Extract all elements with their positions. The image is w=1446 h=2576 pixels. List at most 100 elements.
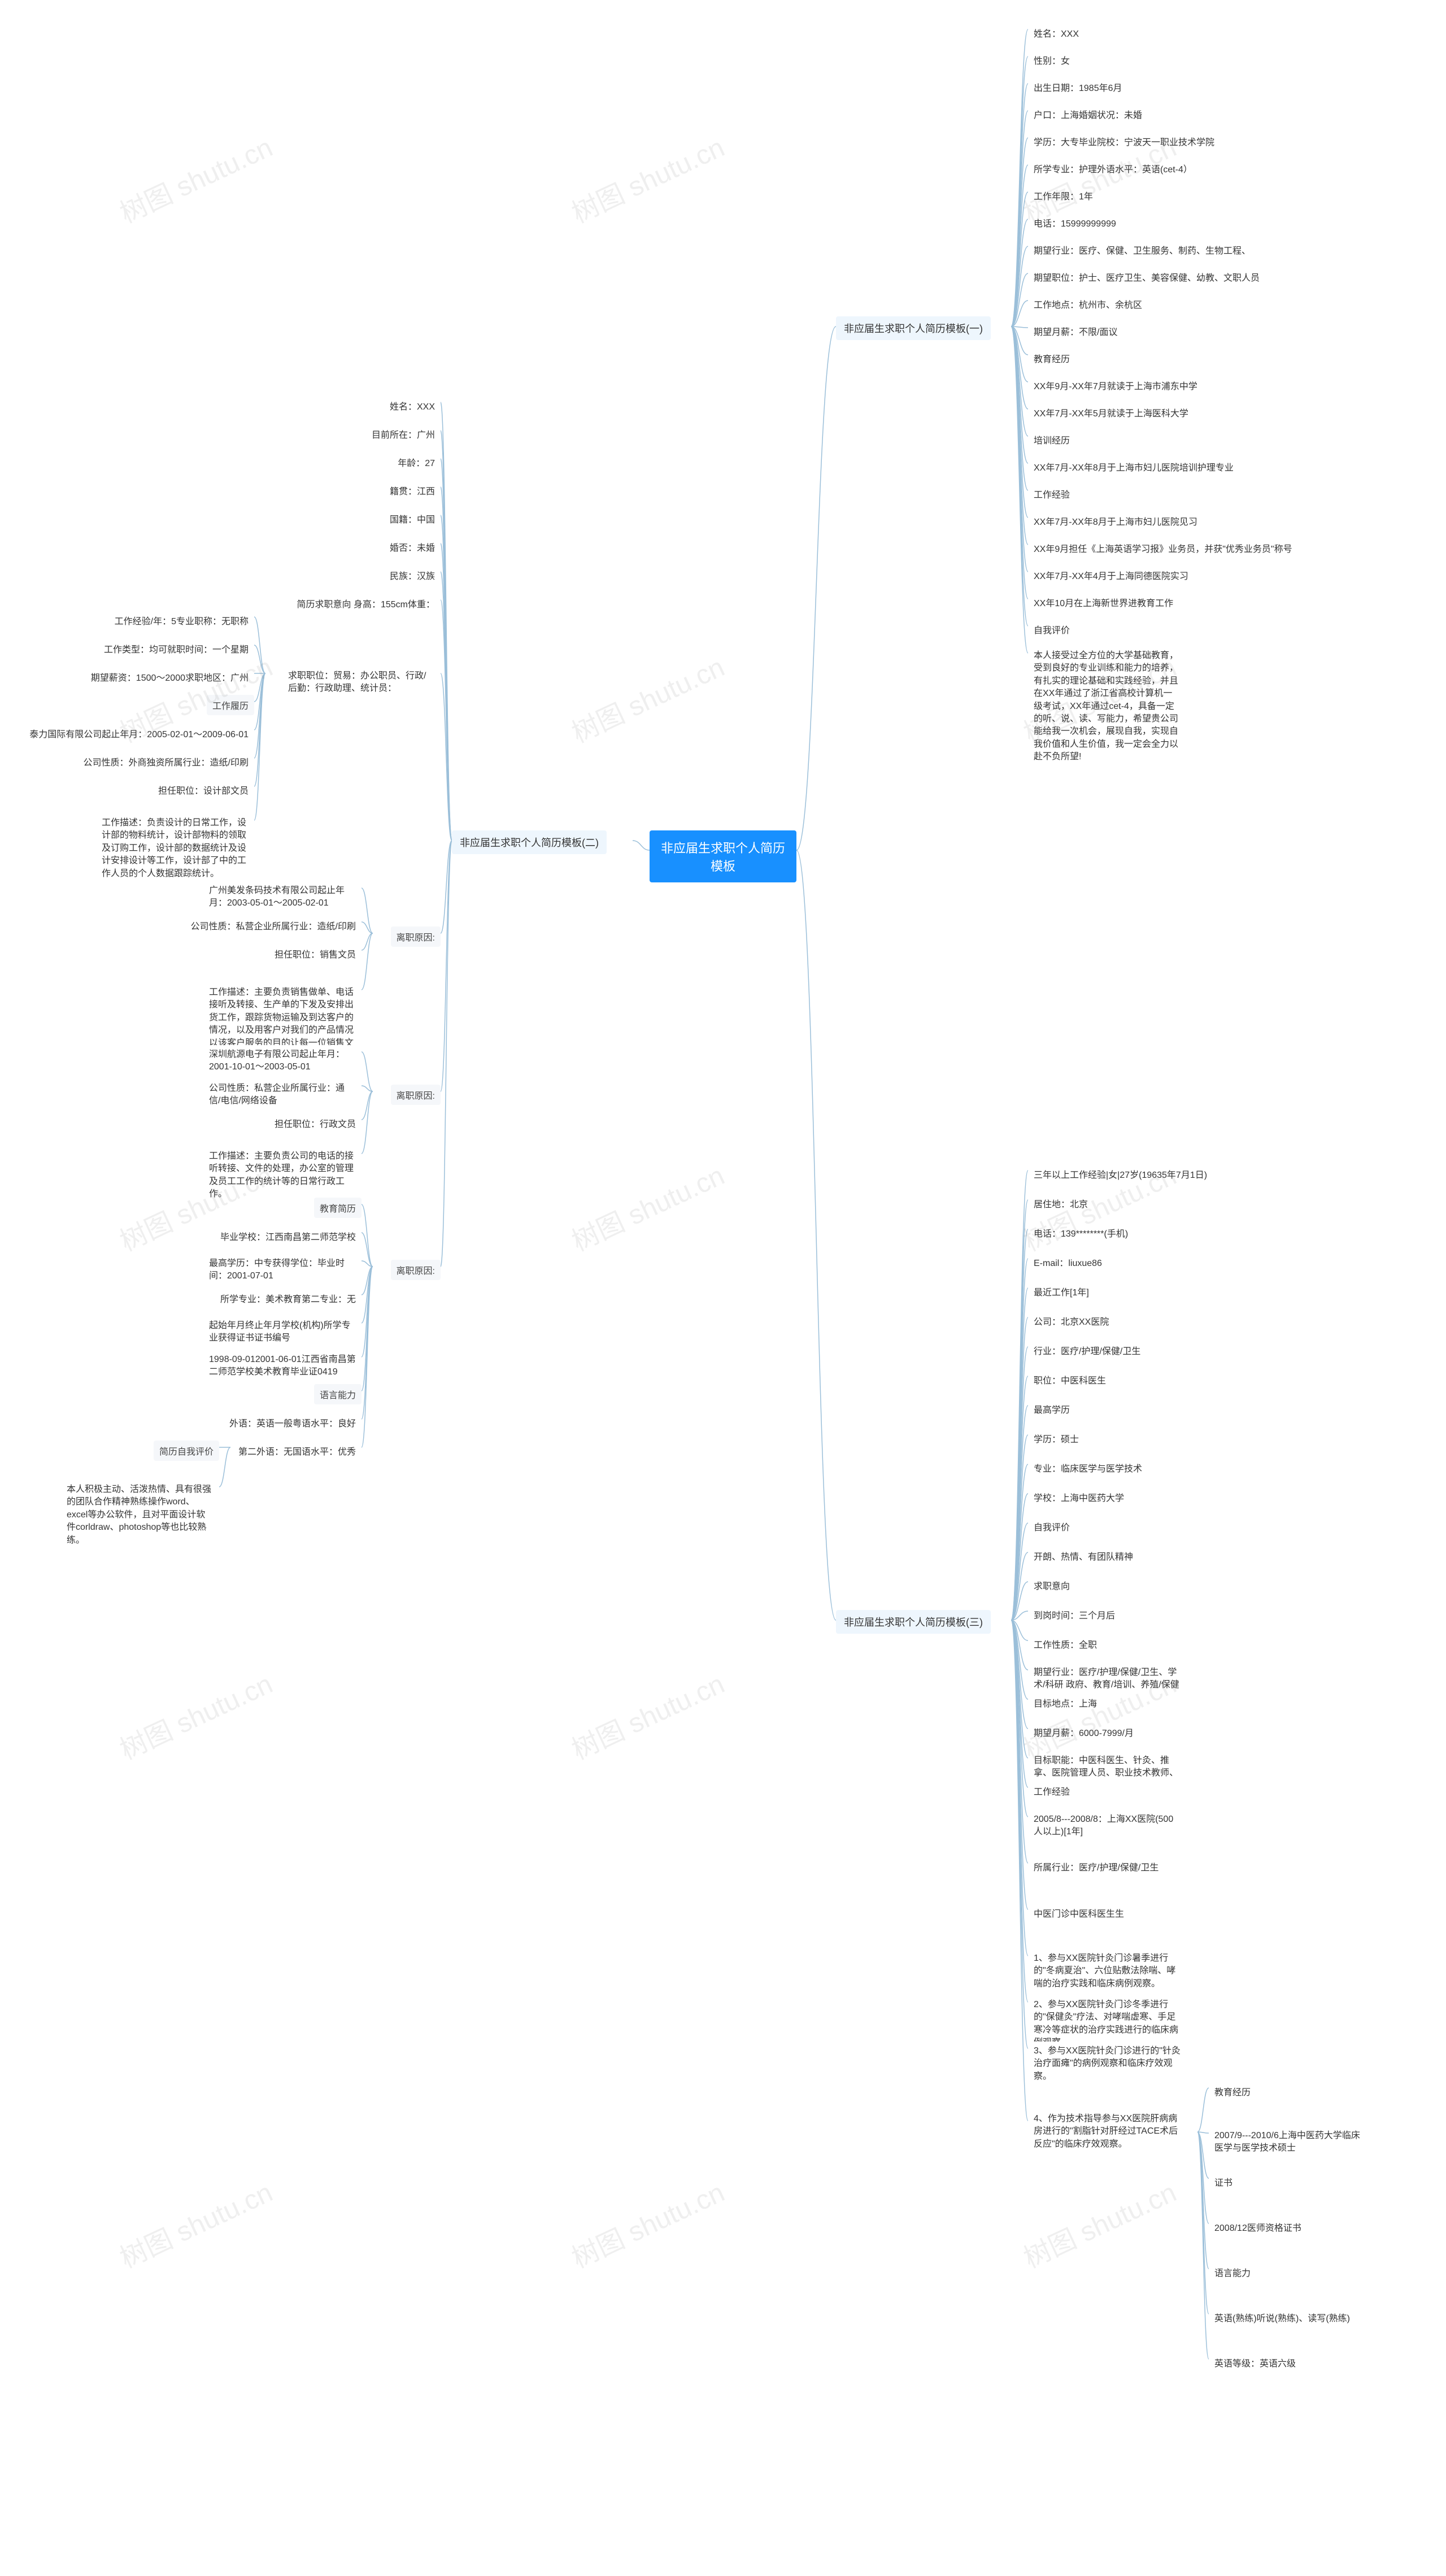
sub-node: 离职原因: [391, 1260, 441, 1280]
leaf-node: E-mail：liuxue86 [1028, 1252, 1108, 1272]
leaf-node: 所属行业：医疗/护理/保健/卫生 [1028, 1856, 1164, 1877]
leaf-node: 语言能力 [1209, 2262, 1256, 2282]
leaf-node: 英语(熟练)听说(熟练)、读写(熟练) [1209, 2307, 1356, 2327]
leaf-node: 起始年月终止年月学校(机构)所学专业获得证书证书编号 [203, 1316, 362, 1348]
leaf-node: 姓名：XXX [1028, 23, 1084, 43]
leaf-node: 公司性质：私营企业所属行业：通信/电信/网络设备 [203, 1079, 362, 1111]
leaf-node: 泰力国际有限公司起止年月：2005-02-01～2009-06-01 [24, 723, 254, 743]
leaf-node: 工作经验 [1028, 484, 1075, 504]
leaf-node: XX年9月-XX年7月就读于上海市浦东中学 [1028, 375, 1203, 395]
watermark: 树图 shutu.cn [564, 1662, 730, 1767]
branch-node: 非应届生求职个人简历模板(一) [836, 316, 991, 340]
leaf-node: 国籍：中国 [384, 508, 441, 529]
leaf-node: 最近工作[1年] [1028, 1281, 1095, 1302]
leaf-node: 期望月薪：6000-7999/月 [1028, 1722, 1139, 1742]
leaf-node: 工作描述：负责设计的日常工作，设计部的物料统计，设计部物料的领取及订购工作，设计… [96, 813, 254, 884]
leaf-node: 公司性质：外商独资所属行业：造纸/印刷 [78, 751, 254, 772]
leaf-node: 所学专业：护理外语水平：英语(cet-4） [1028, 158, 1198, 179]
leaf-node: 担任职位：销售文员 [269, 943, 362, 964]
leaf-node: 所学专业：美术教育第二专业：无 [215, 1288, 362, 1308]
leaf-node: 工作经验 [1028, 1781, 1075, 1801]
leaf-node: 公司性质：私营企业所属行业：造纸/印刷 [185, 915, 362, 935]
watermark: 树图 shutu.cn [112, 1662, 278, 1767]
leaf-node: 行业：医疗/护理/保健/卫生 [1028, 1340, 1146, 1360]
leaf-node: XX年7月-XX年5月就读于上海医科大学 [1028, 402, 1194, 423]
leaf-node: 期望职位：护士、医疗卫生、美容保健、幼教、文职人员 [1028, 267, 1265, 287]
leaf-node: 学历：大专毕业院校：宁波天一职业技术学院 [1028, 131, 1220, 151]
leaf-node: 年龄：27 [392, 452, 441, 472]
leaf-node: 工作性质：全职 [1028, 1634, 1103, 1654]
sub-node: 离职原因: [391, 926, 441, 947]
sub-node: 离职原因: [391, 1085, 441, 1105]
watermark: 树图 shutu.cn [564, 1154, 730, 1259]
leaf-node: 担任职位：设计部文员 [153, 780, 254, 800]
leaf-node: 目标地点：上海 [1028, 1692, 1103, 1713]
leaf-node: 英语等级：英语六级 [1209, 2352, 1301, 2373]
leaf-node: 性别：女 [1028, 50, 1075, 70]
leaf-node: 2005/8---2008/8：上海XX医院(500人以上)[1年] [1028, 1810, 1186, 1842]
watermark: 树图 shutu.cn [112, 125, 278, 230]
leaf-node: 公司：北京XX医院 [1028, 1311, 1114, 1331]
leaf-node: 担任职位：行政文员 [269, 1113, 362, 1133]
leaf-node: 2007/9---2010/6上海中医药大学临床医学与医学技术硕士 [1209, 2126, 1367, 2159]
leaf-node: 电话：15999999999 [1028, 212, 1122, 233]
leaf-node: XX年7月-XX年4月于上海同德医院实习 [1028, 565, 1194, 585]
leaf-node: 外语：英语一般粤语水平：良好 [224, 1412, 362, 1433]
branch-node: 非应届生求职个人简历模板(三) [836, 1610, 991, 1634]
leaf-node: 广州美发条码技术有限公司起止年月：2003-05-01～2005-02-01 [203, 881, 362, 913]
leaf-node: 自我评价 [1028, 1516, 1075, 1537]
leaf-node: 工作年限：1年 [1028, 185, 1099, 206]
sub-node: 简历自我评价 [154, 1441, 219, 1461]
watermark: 树图 shutu.cn [564, 2170, 730, 2275]
leaf-node: 中医门诊中医科医生生 [1028, 1903, 1130, 1923]
leaf-node: 求职职位：贸易：办公职员、行政/后勤：行政助理、统计员： [282, 667, 441, 699]
sub-node: 教育简历 [314, 1198, 362, 1218]
sub-node: 工作履历 [207, 695, 254, 715]
leaf-node: 户口：上海婚姻状况：未婚 [1028, 104, 1148, 124]
leaf-node: 教育经历 [1209, 2081, 1256, 2101]
watermark: 树图 shutu.cn [564, 645, 730, 750]
sub-node: 语言能力 [314, 1384, 362, 1404]
leaf-node: 1、参与XX医院针灸门诊暑季进行的"冬病夏治"、六位贴敷法除喘、哮喘的治疗实践和… [1028, 1949, 1186, 1994]
leaf-node: 期望薪资：1500～2000求职地区：广州 [85, 667, 254, 687]
watermark: 树图 shutu.cn [112, 2170, 278, 2275]
leaf-node: 简历求职意向 身高：155cm体重： [291, 593, 441, 613]
leaf-node: 民族：汉族 [384, 565, 441, 585]
leaf-node: 本人接受过全方位的大学基础教育，受到良好的专业训练和能力的培养，有扎实的理论基础… [1028, 646, 1186, 767]
leaf-node: 居住地：北京 [1028, 1193, 1094, 1213]
watermark: 树图 shutu.cn [564, 125, 730, 230]
leaf-node: 毕业学校：江西南昌第二师范学校 [215, 1226, 362, 1246]
leaf-node: 求职意向 [1028, 1575, 1075, 1595]
leaf-node: 培训经历 [1028, 429, 1075, 450]
leaf-node: 期望月薪：不限/面议 [1028, 321, 1123, 341]
leaf-node: 最高学历 [1028, 1399, 1075, 1419]
leaf-node: 籍贯：江西 [384, 480, 441, 501]
leaf-node: 工作地点：杭州市、余杭区 [1028, 294, 1148, 314]
leaf-node: 电话：139********(手机) [1028, 1222, 1134, 1243]
leaf-node: 教育经历 [1028, 348, 1075, 368]
root-node: 非应届生求职个人简历模板 [650, 830, 796, 882]
branch-node: 非应届生求职个人简历模板(二) [452, 830, 607, 854]
leaf-node: 期望行业：医疗/护理/保健/卫生、学术/科研 政府、教育/培训、养殖/保健 [1028, 1663, 1186, 1695]
leaf-node: 第二外语：无国语水平：优秀 [233, 1441, 362, 1461]
leaf-node: 目前所在：广州 [366, 424, 441, 444]
leaf-node: 1998-09-012001-06-01江西省南昌第二师范学校美术教育毕业证04… [203, 1350, 362, 1382]
leaf-node: 学历：硕士 [1028, 1428, 1084, 1448]
leaf-node: 到岗时间：三个月后 [1028, 1604, 1121, 1625]
leaf-node: 工作描述：主要负责公司的电话的接听转接、文件的处理，办公室的管理及员工工作的统计… [203, 1147, 362, 1204]
leaf-node: XX年10月在上海新世界进教育工作 [1028, 592, 1179, 612]
leaf-node: 期望行业：医疗、保健、卫生服务、制药、生物工程、 [1028, 240, 1256, 260]
leaf-node: 开朗、热情、有团队精神 [1028, 1546, 1139, 1566]
leaf-node: 专业：临床医学与医学技术 [1028, 1457, 1148, 1478]
leaf-node: 出生日期：1985年6月 [1028, 77, 1128, 97]
leaf-node: 职位：中医科医生 [1028, 1369, 1112, 1390]
leaf-node: 工作类型：均可就职时间：一个星期 [98, 638, 254, 659]
leaf-node: XX年7月-XX年8月于上海市妇儿医院培训护理专业 [1028, 456, 1239, 477]
leaf-node: 婚否：未婚 [384, 537, 441, 557]
leaf-node: 证书 [1209, 2172, 1238, 2192]
leaf-node: 三年以上工作经验|女|27岁(19635年7月1日) [1028, 1164, 1213, 1184]
leaf-node: 本人积极主动、活泼热情、具有很强的团队合作精神熟练操作word、excel等办公… [61, 1480, 219, 1550]
leaf-node: 工作经验/年：5专业职称：无职称 [109, 610, 254, 630]
leaf-node: 深圳航源电子有限公司起止年月：2001-10-01～2003-05-01 [203, 1045, 362, 1077]
leaf-node: XX年7月-XX年8月于上海市妇儿医院见习 [1028, 511, 1203, 531]
